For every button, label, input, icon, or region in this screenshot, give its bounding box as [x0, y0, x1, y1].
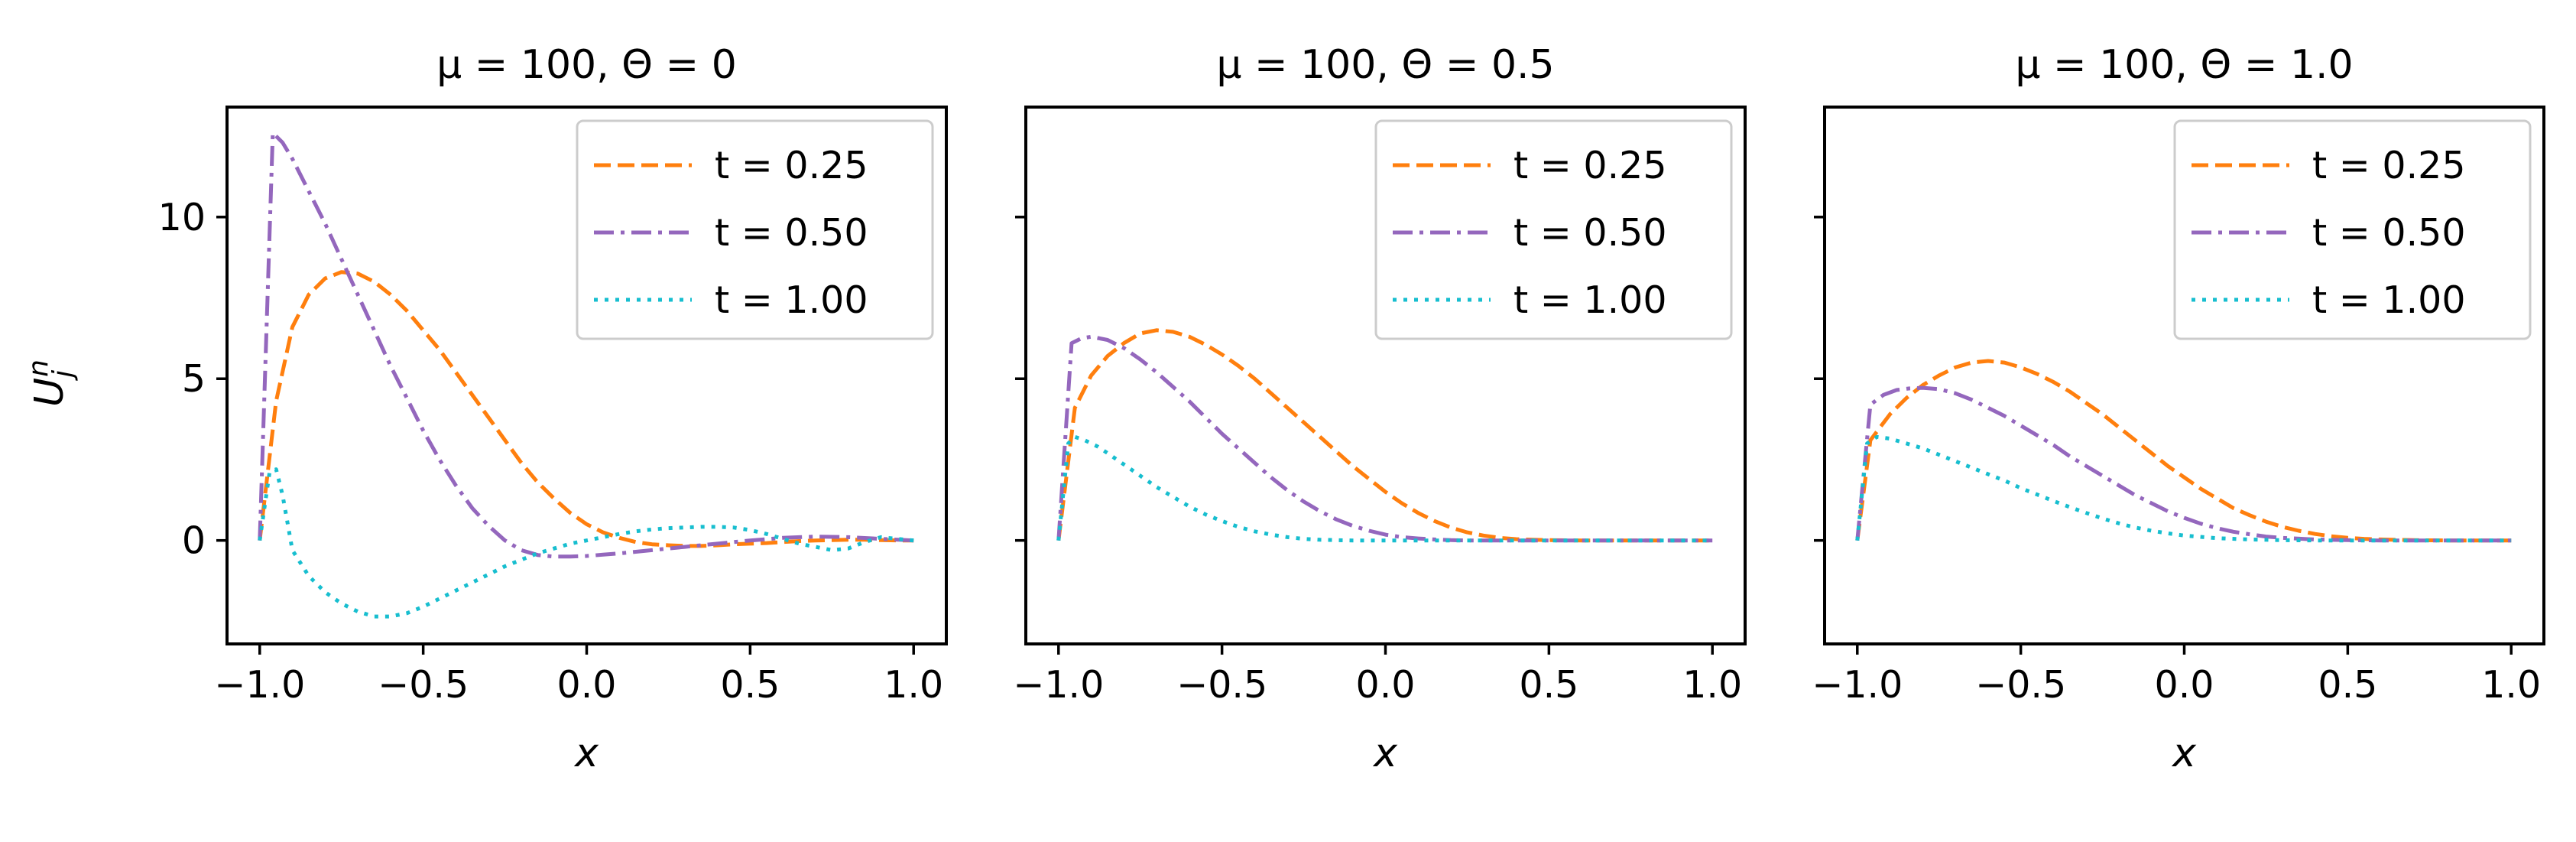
- series-line-1: [1855, 359, 2512, 543]
- x-tick-label: 1.0: [884, 663, 943, 707]
- x-tick-label: −1.0: [1812, 663, 1903, 707]
- x-axis-label: x: [2171, 730, 2197, 776]
- legend-label: t = 0.50: [1513, 211, 1667, 255]
- legend-box: [2173, 119, 2532, 340]
- legend-label: t = 1.00: [2312, 278, 2466, 322]
- y-tick-label: 5: [182, 357, 206, 401]
- series-line-2: [1855, 385, 2512, 543]
- x-tick-label: −0.5: [1975, 663, 2066, 707]
- legend-label: t = 0.50: [715, 211, 868, 255]
- legend: t = 0.25 t = 0.50 t = 1.00: [1374, 119, 1733, 340]
- x-tick-label: −1.0: [214, 663, 305, 707]
- series-line-3: [258, 467, 914, 619]
- panel-title: μ = 100, Θ = 0.5: [1216, 42, 1554, 88]
- legend-label: t = 0.25: [2312, 144, 2466, 187]
- series-line-3: [1056, 434, 1713, 543]
- x-tick-label: 0.0: [2155, 663, 2214, 707]
- series-line-1: [258, 270, 914, 548]
- y-tick-label: 0: [182, 519, 206, 563]
- legend-label: t = 0.50: [2312, 211, 2466, 255]
- x-tick-label: 1.0: [1682, 663, 1742, 707]
- x-tick-label: −0.5: [1176, 663, 1267, 707]
- x-tick-label: 0.5: [2318, 663, 2377, 707]
- legend-box: [1374, 119, 1733, 340]
- x-tick-label: 0.0: [1356, 663, 1416, 707]
- series-line-3: [1855, 434, 2512, 543]
- panel-title: μ = 100, Θ = 1.0: [2015, 42, 2353, 88]
- panel-2: −1.0 −0.5 0.0 0.5 1.0 μ = 100, Θ = 0.5 x t = 0.…: [1013, 42, 1747, 776]
- panel-1: −1.0 −0.5 0.0 0.5 1.0 0 5 10 μ = 100, Θ = 0 x Ujn t…: [23, 42, 948, 776]
- legend: t = 0.25 t = 0.50 t = 1.00: [2173, 119, 2532, 340]
- series-line-1: [1056, 328, 1713, 543]
- legend-label: t = 1.00: [1513, 278, 1667, 322]
- x-tick-label: −1.0: [1013, 663, 1104, 707]
- legend: t = 0.25 t = 0.50 t = 1.00: [576, 119, 934, 340]
- y-tick-label: 10: [158, 196, 206, 239]
- x-tick-label: 1.0: [2481, 663, 2541, 707]
- panel-3: −1.0 −0.5 0.0 0.5 1.0 μ = 100, Θ = 1.0 x t = 0.…: [1812, 42, 2545, 776]
- x-tick-label: 0.0: [557, 663, 617, 707]
- plot-area: [1855, 359, 2512, 543]
- x-tick-label: 0.5: [720, 663, 780, 707]
- x-tick-label: 0.5: [1519, 663, 1578, 707]
- legend-label: t = 0.25: [715, 144, 868, 187]
- legend-label: t = 1.00: [715, 278, 868, 322]
- series-line-2: [1056, 334, 1713, 543]
- x-tick-label: −0.5: [378, 663, 469, 707]
- plot-area: [258, 131, 914, 619]
- legend-label: t = 0.25: [1513, 144, 1667, 187]
- series-line-2: [258, 131, 914, 559]
- legend-box: [576, 119, 934, 340]
- x-axis-label: x: [1372, 730, 1398, 776]
- plot-area: [1056, 328, 1713, 543]
- x-axis-label: x: [573, 730, 599, 776]
- panel-title: μ = 100, Θ = 0: [436, 42, 737, 88]
- y-axis-label: Ujn: [23, 359, 79, 407]
